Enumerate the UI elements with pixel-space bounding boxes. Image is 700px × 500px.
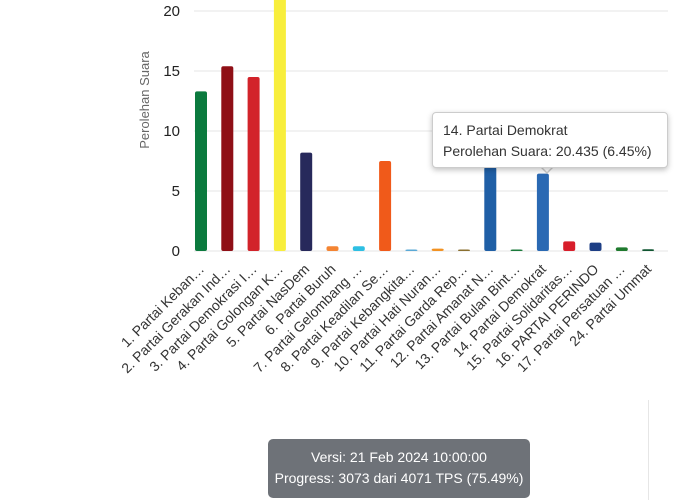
- bar-9[interactable]: [405, 249, 418, 252]
- tooltip-title: 14. Partai Demokrat: [443, 122, 568, 138]
- bar-8[interactable]: [379, 161, 392, 251]
- bar-14[interactable]: [536, 173, 549, 251]
- bar-1[interactable]: [195, 91, 207, 252]
- gridlines: [194, 10, 668, 252]
- bars: [195, 0, 655, 252]
- bar-11[interactable]: [458, 249, 470, 252]
- bar-18[interactable]: [642, 249, 655, 251]
- bar-12[interactable]: [484, 167, 497, 251]
- progress-text: Progress: 3073 dari 4071 TPS (75.49%): [274, 470, 524, 486]
- y-tick-label: 20: [163, 3, 180, 20]
- version-info-box: Versi: 21 Feb 2024 10:00:00 Progress: 30…: [268, 439, 530, 498]
- bar-2[interactable]: [221, 66, 234, 251]
- x-axis-labels: 1. Partai Keban…2. Partai Gerakan Ind…3.…: [118, 261, 655, 376]
- bar-5[interactable]: [300, 152, 313, 251]
- x-category-label: 3. Partai Demokrasi I…: [146, 261, 260, 375]
- y-tick-label: 5: [172, 183, 180, 200]
- version-text: Versi: 21 Feb 2024 10:00:00: [311, 449, 487, 465]
- tooltip-value: Perolehan Suara: 20.435 (6.45%): [443, 143, 652, 159]
- tooltip-caret-inner: [541, 166, 553, 172]
- bar-tooltip: 14. Partai Demokrat Perolehan Suara: 20.…: [432, 112, 668, 168]
- bar-15[interactable]: [563, 241, 576, 251]
- bar-6[interactable]: [326, 246, 339, 251]
- y-tick-label: 0: [172, 243, 180, 260]
- bar-3[interactable]: [247, 77, 260, 251]
- bar-17[interactable]: [615, 247, 628, 251]
- panel-divider: [648, 400, 649, 500]
- bar-16[interactable]: [589, 242, 602, 251]
- bar-10[interactable]: [431, 248, 444, 251]
- bar-7[interactable]: [352, 246, 365, 251]
- bar-4[interactable]: [273, 0, 286, 251]
- y-axis-ticks: 0 5 10 15 20: [163, 3, 180, 260]
- bar-13[interactable]: [510, 249, 523, 252]
- y-tick-label: 10: [163, 123, 180, 140]
- y-axis-label: Perolehan Suara: [137, 50, 152, 148]
- y-tick-label: 15: [163, 63, 180, 80]
